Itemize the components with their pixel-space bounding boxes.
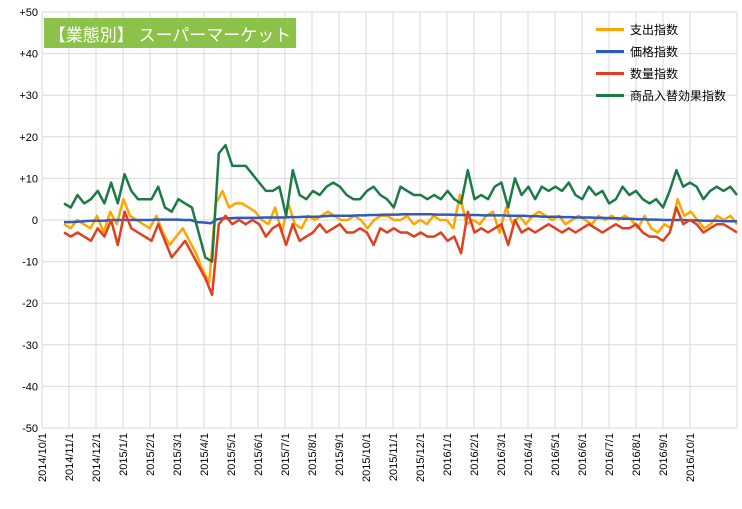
series-line-0 [63, 189, 738, 284]
x-tick-label: 2014/10/1 [37, 433, 49, 482]
legend-label: 数量指数 [630, 66, 679, 81]
x-tick-label: 2015/10/1 [361, 433, 373, 482]
y-tick-label: 0 [32, 215, 38, 227]
x-tick-label: 2015/11/1 [388, 433, 400, 481]
x-tick-label: 2014/12/1 [91, 433, 103, 482]
y-tick-label: +40 [19, 49, 38, 61]
x-tick-label: 2016/6/1 [577, 433, 589, 476]
series-line-3 [63, 143, 738, 263]
x-tick-label: 2015/5/1 [226, 433, 238, 476]
legend-swatch [596, 49, 624, 53]
legend-swatch [596, 93, 624, 97]
y-tick-label: +10 [19, 173, 38, 185]
x-tick-label: 2016/9/1 [658, 433, 670, 476]
x-tick-label: 2015/9/1 [334, 433, 346, 476]
x-tick-label: 2015/7/1 [280, 433, 292, 476]
legend-item: 価格指数 [596, 40, 726, 62]
x-tick-label: 2016/3/1 [496, 433, 508, 476]
x-tick-label: 2015/1/1 [118, 433, 130, 476]
legend-item: 商品入替効果指数 [596, 84, 726, 106]
legend: 支出指数価格指数数量指数商品入替効果指数 [596, 18, 726, 106]
x-axis-ticks: 2014/10/1 2014/11/1 2014/12/1 2015/1/1 2015/… [37, 433, 697, 482]
x-tick-label: 2015/4/1 [199, 433, 211, 476]
y-tick-label: -10 [22, 257, 38, 269]
legend-swatch [596, 27, 624, 31]
x-tick-label: 2016/7/1 [604, 433, 616, 476]
x-tick-label: 2015/12/1 [415, 433, 427, 482]
x-tick-label: 2016/2/1 [469, 433, 481, 476]
x-tick-label: 2015/8/1 [307, 433, 319, 476]
y-tick-label: -20 [22, 298, 38, 310]
legend-swatch [596, 71, 624, 75]
x-tick-label: 2016/10/1 [685, 433, 697, 482]
y-tick-label: +30 [19, 90, 38, 102]
series-lines [63, 143, 738, 297]
x-tick-label: 2016/8/1 [631, 433, 643, 476]
legend-label: 価格指数 [630, 44, 679, 59]
series-line-2 [63, 206, 738, 297]
x-tick-label: 2014/11/1 [64, 433, 76, 481]
x-tick-label: 2015/6/1 [253, 433, 265, 476]
y-tick-label: -50 [22, 423, 38, 435]
chart-title: 【業態別】 スーパーマーケット [44, 18, 296, 48]
y-tick-label: -30 [22, 340, 38, 352]
y-tick-label: +50 [19, 7, 38, 19]
x-tick-label: 2015/3/1 [172, 433, 184, 476]
legend-item: 支出指数 [596, 18, 726, 40]
legend-label: 支出指数 [630, 22, 679, 37]
y-tick-label: -40 [22, 381, 38, 393]
x-tick-label: 2015/2/1 [145, 433, 157, 476]
x-tick-label: 2016/1/1 [442, 433, 454, 476]
x-tick-label: 2016/5/1 [550, 433, 562, 476]
legend-label: 商品入替効果指数 [630, 88, 727, 103]
x-tick-label: 2016/4/1 [523, 433, 535, 476]
legend-item: 数量指数 [596, 62, 726, 84]
y-tick-label: +20 [19, 132, 38, 144]
series-line-1 [64, 212, 737, 225]
y-axis-ticks: +50 +40 +30 +20 +10 0 -10 -20 -30 -40 -50 [19, 7, 38, 435]
